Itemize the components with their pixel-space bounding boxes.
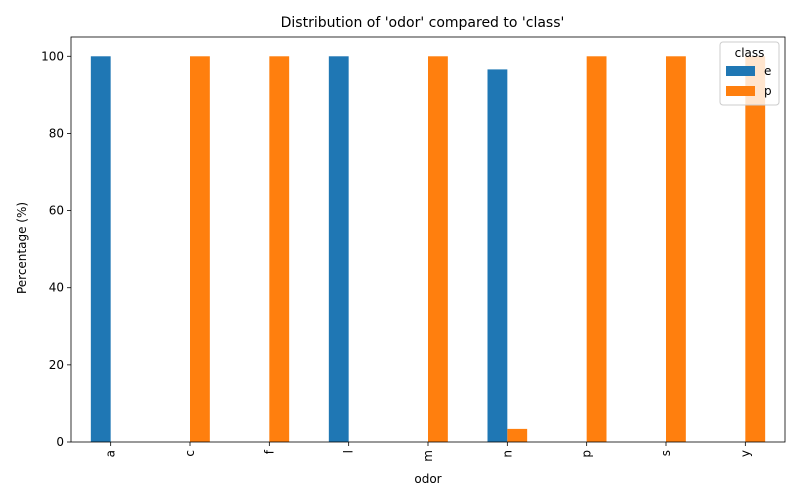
bar-p-n [507, 428, 528, 442]
chart-title: Distribution of 'odor' compared to 'clas… [281, 15, 565, 31]
x-tick-label: f [262, 449, 276, 454]
y-tick-label: 100 [41, 49, 64, 63]
bar-e-n [487, 69, 508, 443]
y-tick-label: 60 [49, 204, 64, 218]
plot-area: 0 20 40 60 80 100 a c f l m n p s y [41, 36, 786, 462]
x-tick-label: y [738, 450, 752, 457]
bar-p-m [428, 56, 448, 442]
legend-title: class [735, 46, 765, 60]
x-tick-label: s [659, 450, 673, 456]
x-tick-label: c [183, 450, 197, 457]
plot-frame [70, 36, 786, 443]
x-tick-label: m [421, 450, 435, 462]
legend-swatch-e [726, 66, 755, 76]
y-axis-label: Percentage (%) [15, 202, 29, 294]
x-tick-label: l [342, 450, 356, 453]
bar-e-a [90, 56, 111, 442]
y-tick-label: 40 [49, 281, 64, 295]
x-tick-label: p [580, 450, 594, 458]
legend: class ep [719, 41, 780, 106]
y-tick-label: 20 [49, 358, 64, 372]
y-tick-label: 0 [56, 435, 64, 449]
bar-e-l [328, 56, 349, 442]
y-tick-label: 80 [49, 126, 64, 140]
bar-p-f [269, 56, 290, 442]
x-axis-label: odor [414, 472, 441, 486]
legend-swatch-p [726, 86, 755, 96]
legend-label-p: p [764, 84, 772, 98]
bar-p-c [190, 56, 210, 442]
x-tick-label: a [104, 450, 118, 457]
x-tick-label: n [500, 450, 514, 458]
bar-p-y [745, 56, 766, 442]
bar-p-p [586, 56, 607, 442]
bar-p-s [666, 56, 686, 442]
legend-label-e: e [764, 64, 771, 78]
